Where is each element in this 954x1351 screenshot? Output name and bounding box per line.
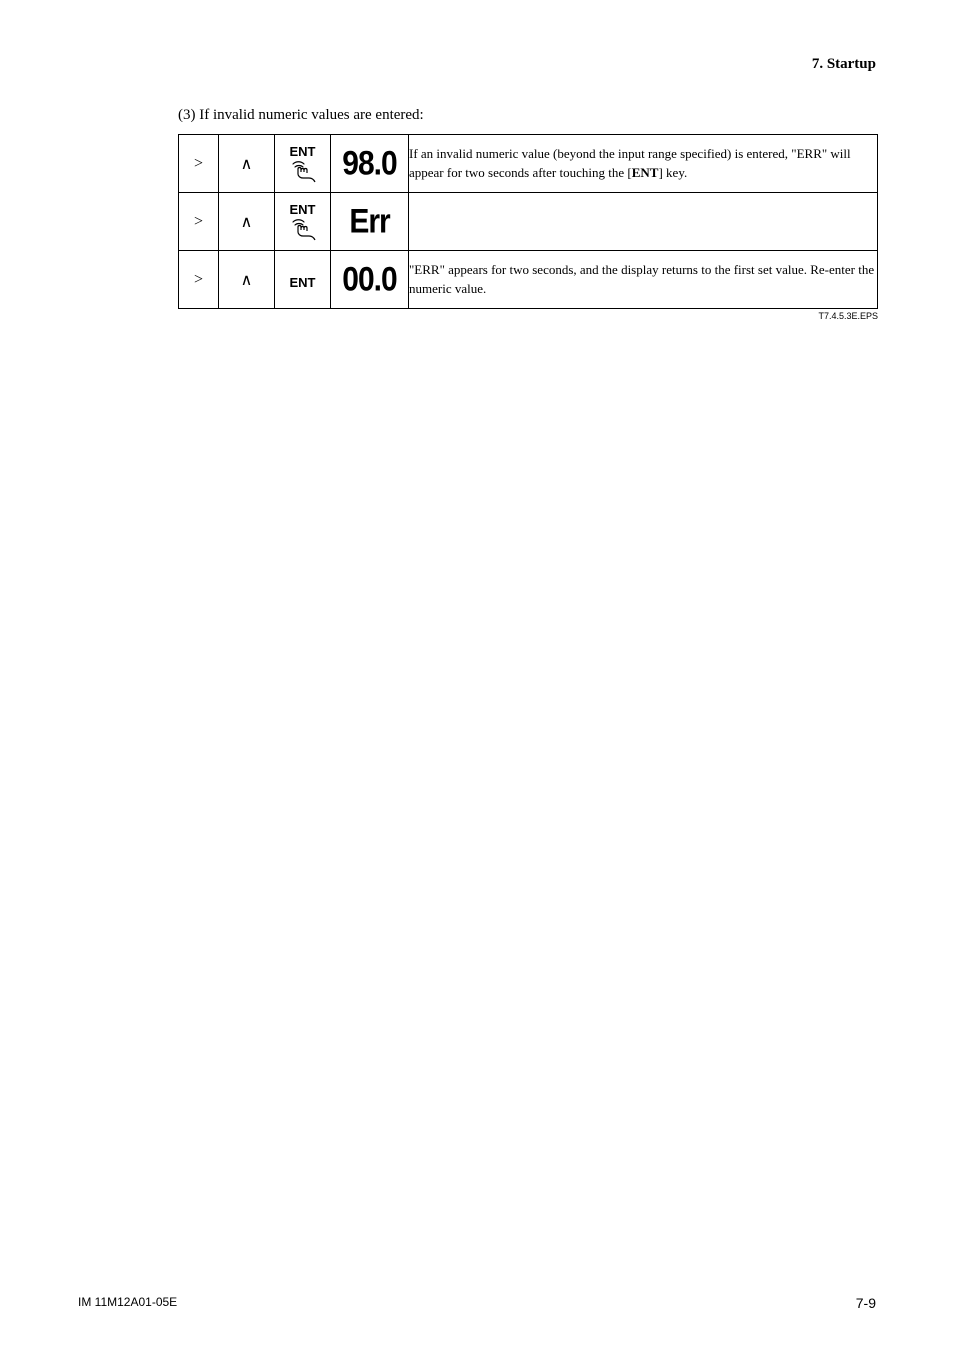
gt-cell: > [179, 135, 219, 193]
table-caption: (3) If invalid numeric values are entere… [178, 107, 876, 124]
ent-cell: ENT [275, 193, 331, 251]
display-value: 98.0 [342, 146, 396, 181]
ent-label: ENT [275, 276, 330, 289]
display-value: Err [349, 204, 389, 239]
display-value: 00.0 [342, 262, 396, 297]
ent-cell: ENT [275, 135, 331, 193]
steps-table: >∧ENT 98.0If an invalid numeric value (b… [178, 134, 878, 309]
description-cell: "ERR" appears for two seconds, and the d… [409, 251, 878, 309]
gt-cell: > [179, 251, 219, 309]
ent-cell: ENT [275, 251, 331, 309]
display-cell: Err [331, 193, 409, 251]
display-cell: 98.0 [331, 135, 409, 193]
caret-cell: ∧ [219, 193, 275, 251]
touch-icon [289, 160, 317, 184]
description-cell: If an invalid numeric value (beyond the … [409, 135, 878, 193]
page-footer: IM 11M12A01-05E 7-9 [78, 1295, 876, 1311]
display-cell: 00.0 [331, 251, 409, 309]
touch-icon [289, 218, 317, 242]
description-cell [409, 193, 878, 251]
ent-label: ENT [275, 145, 330, 158]
section-header: 7. Startup [78, 56, 876, 73]
page-number: 7-9 [856, 1295, 876, 1311]
table-row: >∧ENT Err [179, 193, 878, 251]
caret-cell: ∧ [219, 251, 275, 309]
doc-id: IM 11M12A01-05E [78, 1295, 177, 1311]
table-row: >∧ENT 00.0 "ERR" appears for two seconds, … [179, 251, 878, 309]
caret-cell: ∧ [219, 135, 275, 193]
table-row: >∧ENT 98.0 If an invalid numeric value (b… [179, 135, 878, 193]
eps-filename: T7.4.5.3E.EPS [178, 311, 878, 321]
gt-cell: > [179, 193, 219, 251]
ent-label: ENT [275, 203, 330, 216]
